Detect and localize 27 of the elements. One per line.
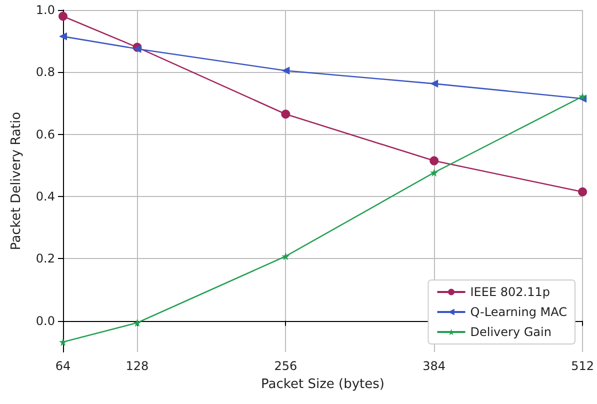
legend-label: IEEE 802.11p [470, 285, 550, 299]
y-tick-label: 0.6 [36, 127, 55, 142]
y-tick-label: 0.4 [36, 190, 55, 204]
legend-label: Delivery Gain [470, 325, 552, 339]
y-tick-label: 0.0 [36, 314, 55, 328]
point [578, 92, 587, 100]
x-tick-label: 256 [274, 359, 298, 373]
point [59, 32, 67, 40]
point [133, 318, 142, 327]
y-tick-label: 1.0 [36, 3, 55, 17]
y-axis-title: Packet Delivery Ratio [9, 112, 24, 250]
point [430, 168, 438, 177]
y-tick-label: 0.2 [36, 252, 55, 266]
point [282, 252, 290, 260]
legend-label: Q-Learning MAC [470, 305, 567, 319]
point [281, 110, 290, 119]
x-tick-label: 384 [422, 359, 446, 373]
point [578, 187, 588, 196]
y-tick-label: 0.8 [36, 65, 55, 80]
x-tick-label: 64 [55, 359, 71, 373]
point [282, 66, 290, 75]
point [59, 338, 67, 346]
point [430, 80, 438, 88]
x-tick-label: 512 [571, 359, 594, 373]
x-axis-title: Packet Size (bytes) [261, 377, 384, 392]
point [430, 156, 439, 166]
x-tick-label: 128 [126, 359, 149, 373]
